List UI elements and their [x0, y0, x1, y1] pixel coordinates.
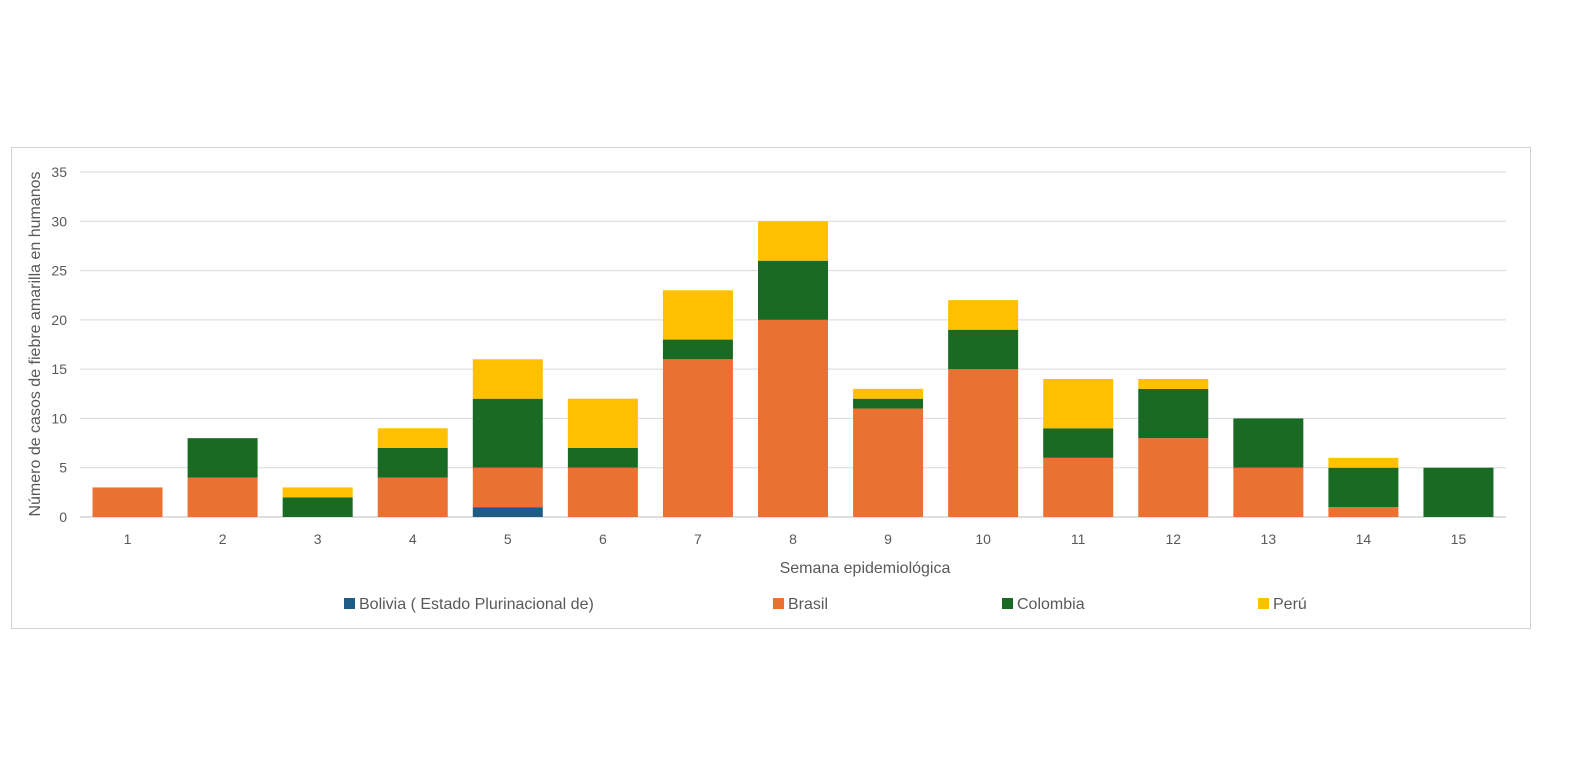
bar-segment — [187, 477, 258, 517]
y-tick-label: 30 — [51, 213, 67, 229]
bar-segment — [1138, 438, 1209, 517]
bar-segment — [1043, 379, 1114, 429]
bar-segment — [1043, 428, 1114, 458]
legend-swatch — [344, 598, 355, 609]
bar-segment — [567, 467, 638, 517]
y-tick-label: 25 — [51, 263, 67, 279]
y-tick-label: 15 — [51, 361, 67, 377]
bar-segment — [377, 428, 448, 448]
y-tick-label: 5 — [59, 460, 67, 476]
bar-segment — [853, 398, 924, 409]
x-axis-title: Semana epidemiológica — [780, 560, 951, 577]
bar-segment — [472, 359, 543, 399]
x-tick-label: 6 — [599, 531, 607, 547]
bar-segment — [948, 329, 1019, 370]
bar-segment — [472, 507, 543, 517]
bar-segment — [472, 467, 543, 508]
bar-segment — [187, 438, 258, 478]
bar-segment — [758, 221, 828, 261]
x-tick-label: 5 — [504, 531, 512, 547]
x-tick-labels: 1 2 3 4 5 6 7 8 9 10 11 12 13 14 15 — [124, 531, 1467, 547]
bar-segment — [1043, 457, 1114, 517]
bar-segment — [948, 369, 1019, 517]
x-tick-label: 3 — [314, 531, 322, 547]
legend-label: Colombia — [1017, 596, 1085, 613]
y-tick-label: 10 — [51, 410, 67, 426]
bar-segment — [1138, 388, 1209, 439]
bar-segment — [377, 477, 448, 517]
bar-segment — [1233, 467, 1304, 517]
bar-segment — [853, 388, 924, 399]
bar-segment — [1328, 467, 1399, 508]
x-tick-label: 14 — [1356, 531, 1372, 547]
x-tick-label: 15 — [1451, 531, 1467, 547]
x-tick-label: 4 — [409, 531, 417, 547]
bar-segment — [1233, 418, 1304, 468]
bar-segment — [853, 408, 924, 517]
bar-segment — [282, 497, 353, 517]
y-axis-title: Número de casos de fiebre amarilla en hu… — [27, 171, 44, 516]
x-tick-label: 9 — [884, 531, 892, 547]
bars — [92, 221, 1494, 517]
bar-segment — [662, 359, 733, 517]
bar-segment — [1138, 379, 1209, 389]
legend-label: Bolivia ( Estado Plurinacional de) — [359, 596, 594, 613]
bar-segment — [282, 487, 353, 498]
x-tick-label: 13 — [1261, 531, 1277, 547]
y-tick-labels: 0 5 10 15 20 25 30 35 — [51, 164, 67, 525]
legend-swatch — [1002, 598, 1013, 609]
bar-segment — [1423, 467, 1494, 517]
bar-segment — [758, 260, 828, 320]
bar-segment — [377, 448, 448, 478]
bar-segment — [1328, 457, 1399, 468]
legend-swatch — [1258, 598, 1269, 609]
bar-segment — [472, 398, 543, 468]
x-tick-label: 11 — [1071, 531, 1086, 547]
x-tick-label: 2 — [219, 531, 227, 547]
bar-segment — [92, 487, 163, 517]
x-tick-label: 12 — [1165, 531, 1181, 547]
y-tick-label: 20 — [51, 312, 67, 328]
y-tick-label: 0 — [59, 509, 67, 525]
legend-label: Perú — [1273, 596, 1307, 613]
y-tick-label: 35 — [51, 164, 67, 180]
x-tick-label: 10 — [975, 531, 991, 547]
x-tick-label: 8 — [789, 531, 797, 547]
legend: Bolivia ( Estado Plurinacional de) Brasil… — [344, 596, 1307, 613]
legend-label: Brasil — [788, 596, 828, 613]
bar-segment — [662, 339, 733, 360]
bar-segment — [567, 398, 638, 448]
bar-segment — [567, 448, 638, 468]
x-tick-label: 1 — [124, 531, 132, 547]
bar-segment — [1328, 507, 1399, 517]
bar-segment — [948, 300, 1019, 330]
x-tick-label: 7 — [694, 531, 702, 547]
bar-segment — [662, 290, 733, 340]
bar-segment — [758, 319, 828, 517]
legend-swatch — [773, 598, 784, 609]
